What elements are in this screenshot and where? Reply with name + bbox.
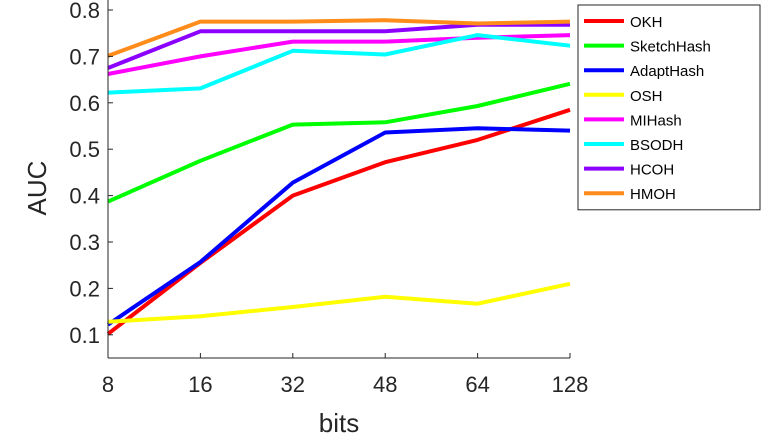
legend-box	[577, 4, 761, 211]
y-tick-label: 0.5	[69, 137, 100, 162]
x-tick-label: 128	[552, 372, 589, 397]
x-axis-title: bits	[319, 408, 359, 438]
legend-label-sketchhash: SketchHash	[630, 39, 711, 56]
y-tick-label: 0.4	[69, 184, 100, 209]
legend: OKH SketchHash AdaptHash OSH MIHash BSODH HCOH…	[577, 4, 761, 211]
y-axis-title: AUC	[22, 161, 52, 216]
series-line-bsodh	[107, 33, 571, 95]
y-tick-label: 0.7	[69, 44, 100, 69]
x-tick-label: 64	[465, 372, 489, 397]
x-tick-label: 48	[373, 372, 397, 397]
series-line-osh	[107, 281, 571, 324]
series-line-hmoh	[107, 18, 571, 58]
x-tick-label: 32	[281, 372, 305, 397]
y-tick-label: 0.8	[69, 0, 100, 23]
series-line-adapthash	[106, 126, 571, 327]
legend-label-okh: OKH	[630, 14, 663, 31]
plot-lines	[106, 18, 571, 336]
series-line-sketchhash	[107, 81, 571, 204]
y-axis-ticks: 0.1 0.2 0.3 0.4 0.5 0.6 0.7 0.8	[69, 0, 113, 348]
legend-label-hmoh: HMOH	[630, 186, 676, 203]
legend-label-adapthash: AdaptHash	[630, 63, 704, 80]
legend-label-bsodh: BSODH	[630, 137, 683, 154]
y-tick-label: 0.3	[69, 230, 100, 255]
legend-label-hcoh: HCOH	[630, 162, 674, 179]
legend-label-osh: OSH	[630, 88, 663, 105]
x-tick-label: 8	[102, 372, 114, 397]
y-tick-label: 0.2	[69, 276, 100, 301]
x-axis-ticks: 8 16 32 48 64 128	[102, 353, 588, 397]
y-tick-label: 0.6	[69, 91, 100, 116]
x-tick-label: 16	[188, 372, 212, 397]
y-tick-label: 0.1	[69, 323, 100, 348]
legend-label-mihash: MIHash	[630, 112, 682, 129]
axes	[107, 0, 570, 359]
